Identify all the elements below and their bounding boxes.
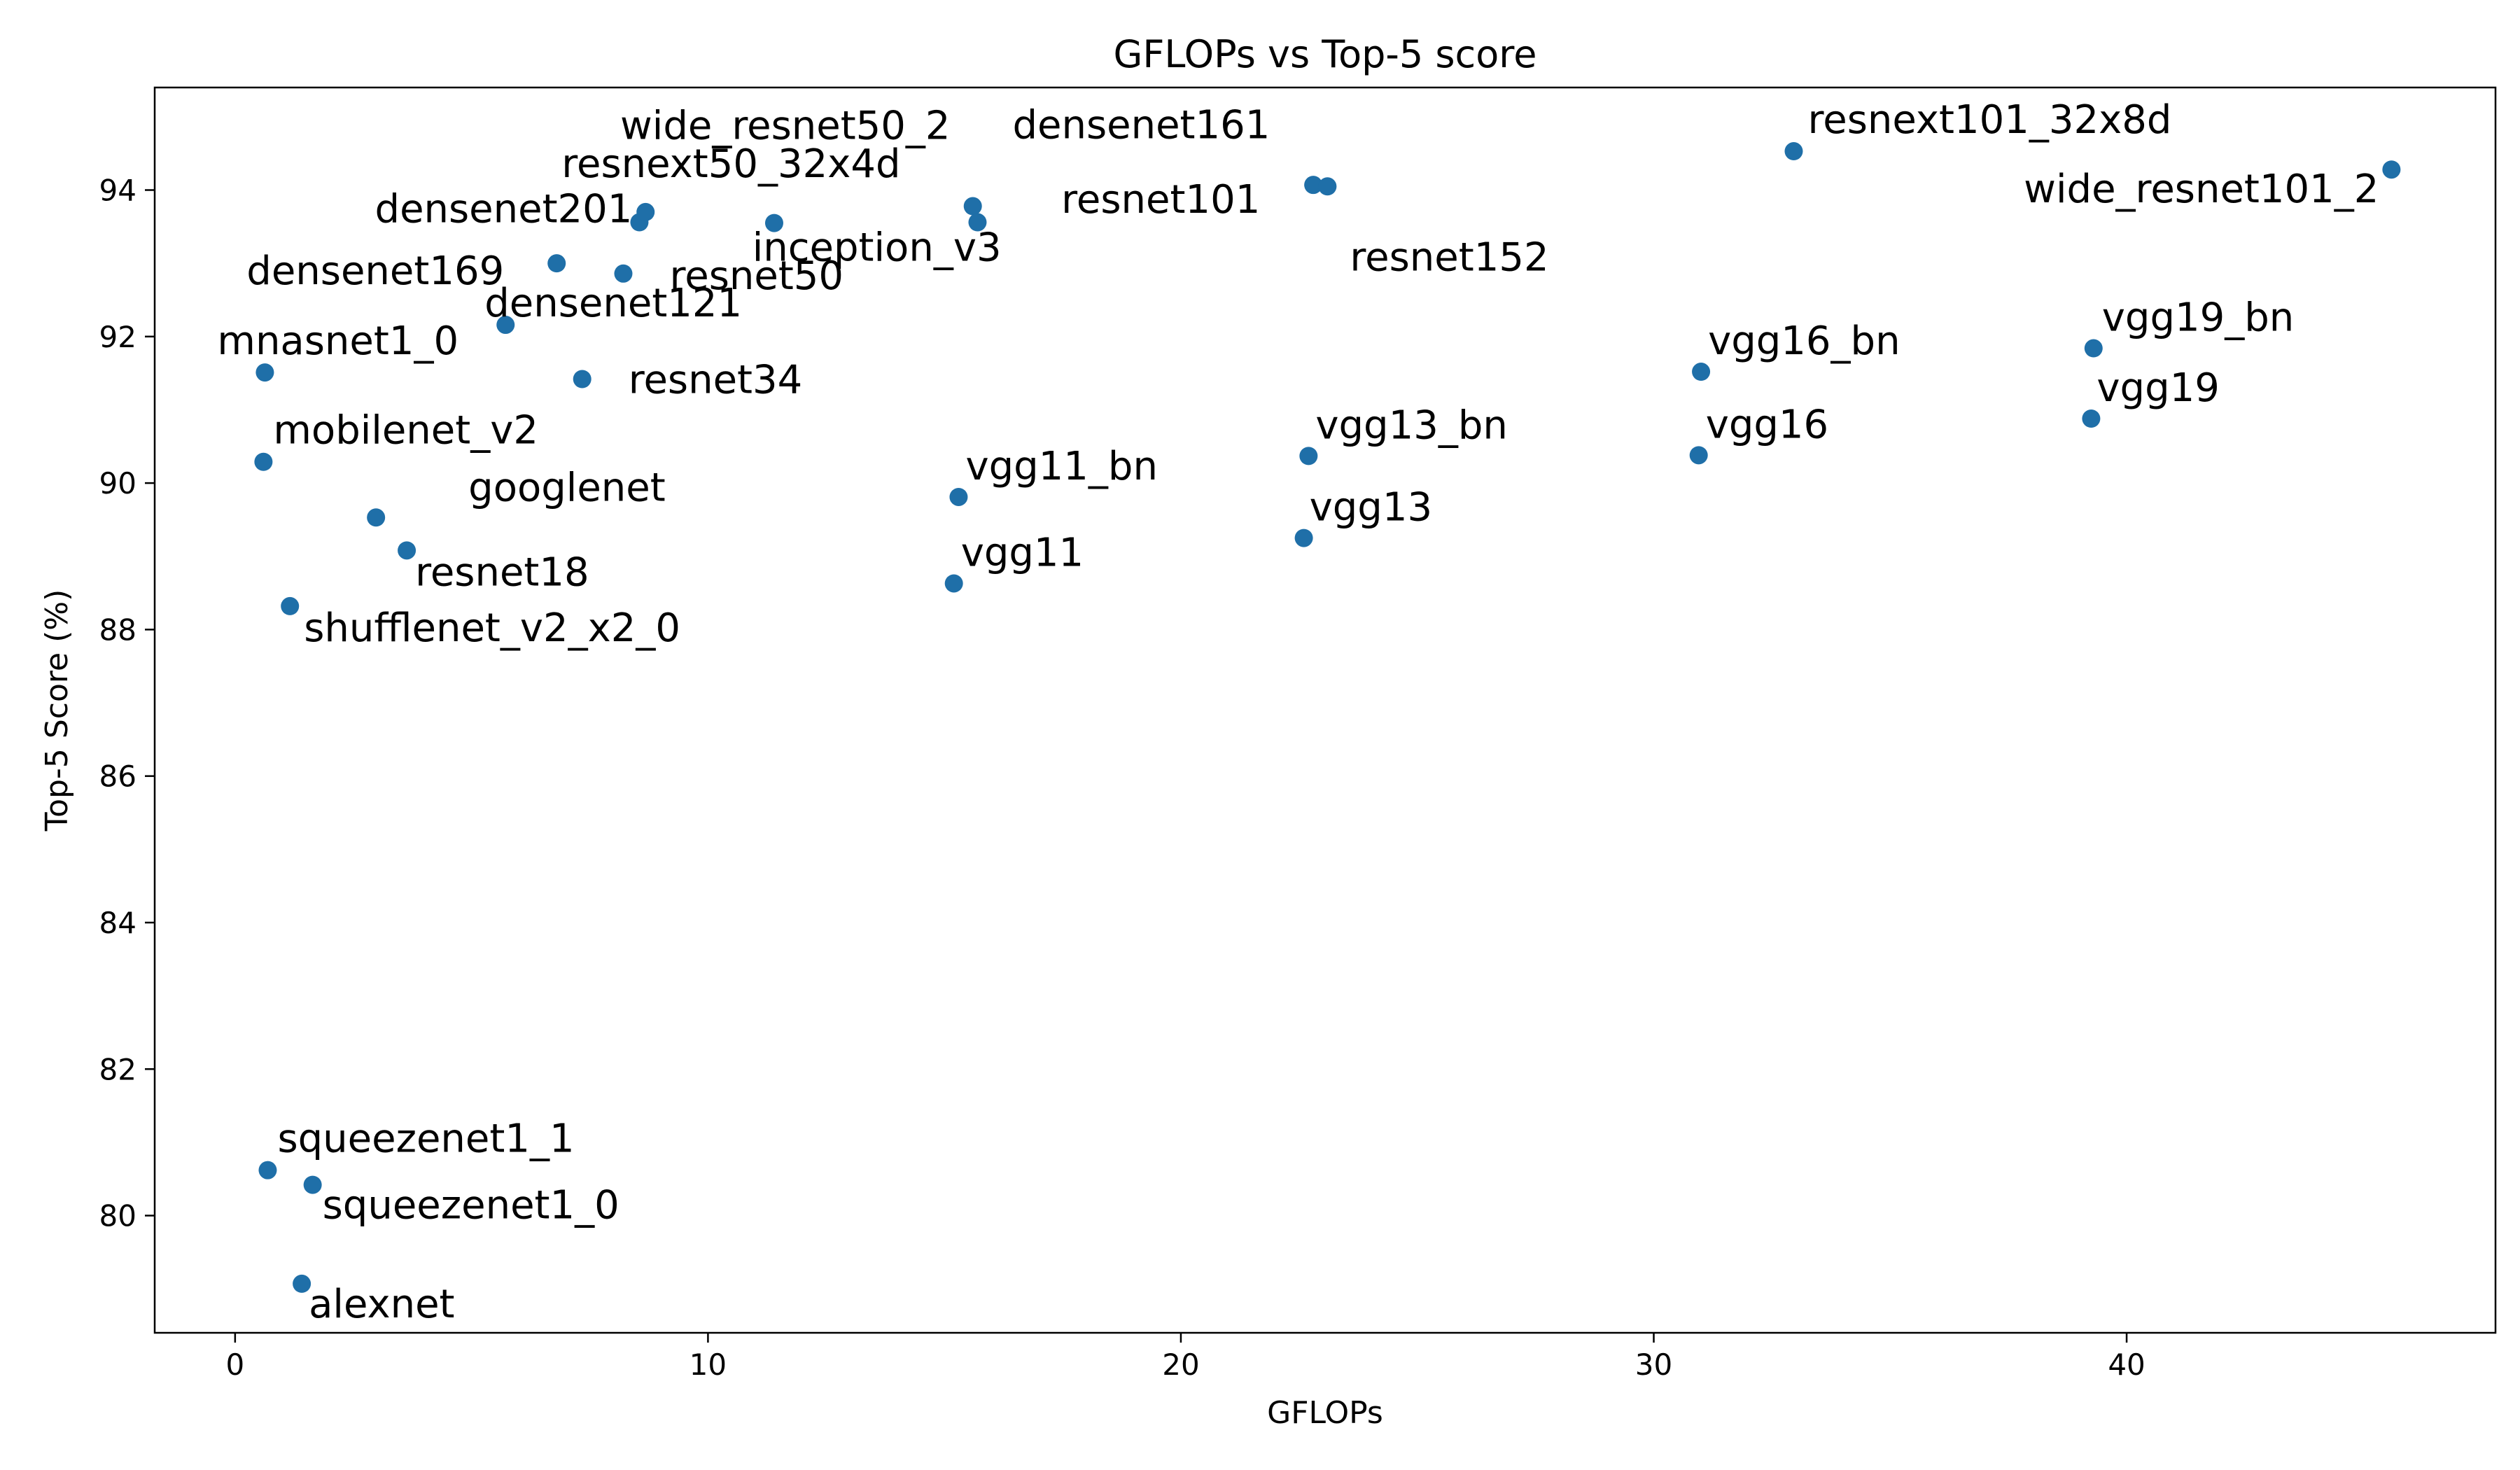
data-point-googlenet <box>367 508 386 527</box>
data-point-shufflenet-v2-x2-0 <box>281 596 300 615</box>
x-tick-label: 30 <box>1635 1348 1672 1382</box>
x-axis-label: GFLOPs <box>1267 1395 1383 1431</box>
data-label-vgg11: vgg11 <box>961 530 1084 575</box>
data-point-alexnet <box>293 1274 312 1293</box>
y-tick-label: 88 <box>99 612 136 647</box>
data-point-resnext101-32x8d <box>1784 142 1803 161</box>
data-point-squeezenet1-1 <box>258 1161 277 1180</box>
data-label-densenet201: densenet201 <box>375 187 633 232</box>
data-point-resnet34 <box>573 370 592 388</box>
data-point-inception-v3 <box>963 197 982 216</box>
data-label-resnext50-32x4d: resnext50_32x4d <box>561 141 900 187</box>
data-label-vgg16: vgg16 <box>1706 402 1829 447</box>
data-label-vgg19-bn: vgg19_bn <box>2102 295 2295 341</box>
data-label-resnet50: resnet50 <box>669 253 844 299</box>
data-point-vgg13-bn <box>1299 447 1318 465</box>
y-tick-label: 82 <box>99 1052 136 1086</box>
data-label-wide-resnet101-2: wide_resnet101_2 <box>2024 167 2379 212</box>
data-point-vgg19-bn <box>2084 339 2103 358</box>
data-point-vgg11-bn <box>949 487 968 506</box>
data-point-mnasnet1-0 <box>255 363 274 382</box>
plot-area <box>153 86 2497 1334</box>
data-point-densenet121 <box>496 316 515 335</box>
data-point-mobilenet-v2 <box>254 452 273 471</box>
data-point-resnet101 <box>1304 176 1323 195</box>
data-point-vgg16 <box>1689 446 1708 465</box>
data-point-wide-resnet50-2 <box>764 214 783 232</box>
plot-frame <box>153 86 2497 1334</box>
x-axis: 0 10 20 30 40 <box>225 1333 2146 1382</box>
data-label-vgg19: vgg19 <box>2096 365 2220 411</box>
data-point-vgg16-bn <box>1692 363 1711 382</box>
x-tick-label: 20 <box>1162 1348 1199 1382</box>
data-label-vgg13-bn: vgg13_bn <box>1315 402 1508 448</box>
y-tick-label: 80 <box>99 1199 136 1233</box>
data-point-resnet152 <box>1318 177 1337 196</box>
y-tick-label: 92 <box>99 320 136 354</box>
data-label-vgg11-bn: vgg11_bn <box>965 444 1158 489</box>
data-point-vgg11 <box>944 574 963 593</box>
data-label-densenet121: densenet121 <box>484 281 742 326</box>
data-point-resnet18 <box>398 541 416 560</box>
data-point-wide-resnet101-2 <box>2382 160 2401 179</box>
data-label-vgg16-bn: vgg16_bn <box>1708 318 1900 364</box>
data-label-resnet34: resnet34 <box>629 357 803 402</box>
data-points <box>254 142 2401 1293</box>
y-axis-label: Top-5 Score (%) <box>39 589 75 832</box>
data-label-alexnet: alexnet <box>309 1282 454 1327</box>
data-label-inception-v3: inception_v3 <box>752 225 1002 271</box>
y-tick-label: 84 <box>99 906 136 940</box>
chart-title: GFLOPs vs Top-5 score <box>1114 32 1537 76</box>
data-point-densenet161 <box>968 213 987 232</box>
data-label-vgg13: vgg13 <box>1310 485 1433 531</box>
data-label-squeezenet1-1: squeezenet1_1 <box>277 1116 574 1162</box>
data-point-densenet169 <box>547 254 566 273</box>
x-tick-label: 10 <box>690 1348 727 1382</box>
data-label-densenet161: densenet161 <box>1012 103 1270 148</box>
data-label-resnext101-32x8d: resnext101_32x8d <box>1807 97 2171 143</box>
data-point-resnext50-32x4d <box>636 202 655 221</box>
data-point-vgg19 <box>2082 410 2101 428</box>
data-point-vgg13 <box>1294 528 1313 547</box>
data-point-squeezenet1-0 <box>303 1175 322 1194</box>
data-label-resnet152: resnet152 <box>1350 234 1548 280</box>
data-label-resnet101: resnet101 <box>1061 177 1260 223</box>
data-label-shufflenet-v2-x2-0: shufflenet_v2_x2_0 <box>304 606 680 651</box>
x-tick-label: 0 <box>225 1348 244 1382</box>
data-labels: alexnet squeezenet1_0 squeezenet1_1 shuffle… <box>217 97 2379 1327</box>
y-tick-label: 86 <box>99 760 136 794</box>
data-label-wide-resnet50-2: wide_resnet50_2 <box>620 104 951 149</box>
y-tick-label: 90 <box>99 466 136 500</box>
data-point-resnet50 <box>614 264 633 283</box>
data-label-googlenet: googlenet <box>468 465 666 510</box>
data-label-resnet18: resnet18 <box>415 550 589 595</box>
y-axis: 80 82 84 86 88 90 92 94 <box>99 174 155 1233</box>
data-label-mnasnet1-0: mnasnet1_0 <box>217 318 458 364</box>
y-tick-label: 94 <box>99 174 136 208</box>
data-label-squeezenet1-0: squeezenet1_0 <box>323 1183 620 1228</box>
x-tick-label: 40 <box>2108 1348 2145 1382</box>
data-label-mobilenet-v2: mobilenet_v2 <box>273 408 538 454</box>
data-label-densenet169: densenet169 <box>246 248 504 294</box>
